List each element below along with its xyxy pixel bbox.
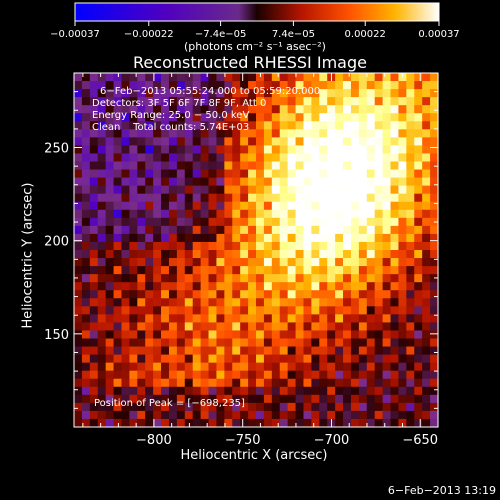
colorbar-tick-label: 7.4e−05 (272, 29, 315, 40)
annotation-block: 6−Feb−2013 05:55:24.000 to 05:59:20.000 … (92, 86, 320, 134)
chart-title: Reconstructed RHESSI Image (133, 53, 367, 72)
x-tick-label: −750 (225, 433, 261, 448)
peak-position-label: Position of Peak = [−698,235] (94, 398, 245, 409)
colorbar-tick-label: 0.00037 (418, 29, 459, 40)
y-axis-ticks: 150 200 250 (44, 72, 438, 409)
x-tick-label: −650 (402, 433, 438, 448)
colorbar-gradient (74, 2, 440, 22)
x-axis-ticks: −800 −750 −700 −650 (82, 73, 439, 448)
colorbar-tick-label: −7.4e−05 (195, 29, 247, 40)
footer-timestamp: 6−Feb−2013 13:19 (387, 484, 496, 497)
colorbar-tick-label: −0.00022 (124, 29, 174, 40)
colorbar-ticks: −0.00037 −0.00022 −7.4e−05 7.4e−05 0.00022 0.… (50, 21, 460, 40)
x-tick-label: −700 (314, 433, 350, 448)
colorbar-tick-label: −0.00037 (50, 29, 100, 40)
x-axis-label: Heliocentric X (arcsec) (180, 448, 328, 463)
y-tick-label: 200 (44, 235, 69, 250)
colorbar-unit-label: (photons cm⁻² s⁻¹ asec⁻²) (184, 40, 326, 53)
y-tick-label: 150 (44, 328, 69, 343)
colorbar: −0.00037 −0.00022 −7.4e−05 7.4e−05 0.00022 0.… (50, 2, 460, 40)
annotation-clean-counts: Clean Total counts: 5.74E+03 (92, 122, 250, 133)
annotation-energy-range: Energy Range: 25.0 − 50.0 keV (92, 110, 250, 121)
annotation-time-range: 6−Feb−2013 05:55:24.000 to 05:59:20.000 (100, 86, 321, 97)
annotation-detectors: Detectors: 3F 5F 6F 7F 8F 9F, Att 0 (92, 98, 267, 109)
heatmap-image (74, 73, 439, 428)
y-tick-label: 250 (44, 142, 69, 157)
y-axis-label: Heliocentric Y (arcsec) (20, 182, 36, 329)
x-tick-label: −800 (136, 433, 172, 448)
colorbar-tick-label: 0.00022 (345, 29, 386, 40)
plot-frame (73, 72, 439, 428)
